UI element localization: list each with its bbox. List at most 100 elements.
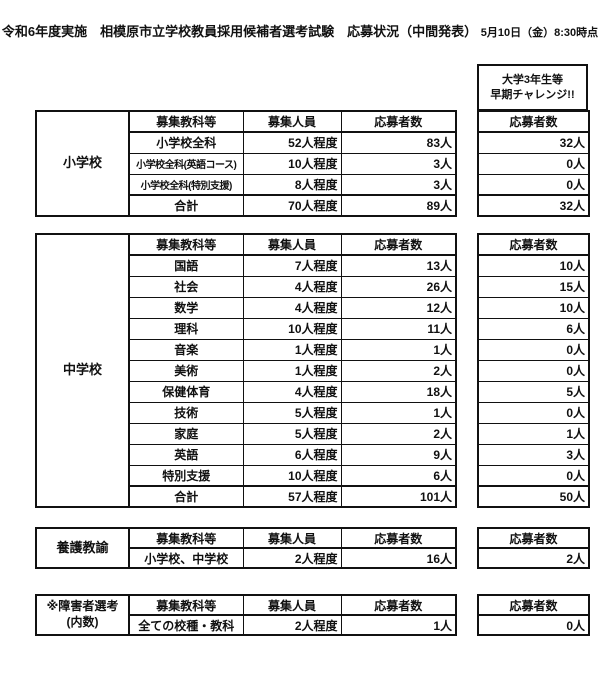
subject-cell: 数学 [128,296,244,319]
applicants-cell: 1人 [340,401,457,424]
applicants-cell: 3人 [340,152,457,175]
applicants-cell: 12人 [340,296,457,319]
applicants-cell: 1人 [340,614,457,636]
capacity-cell: 5人程度 [242,422,342,445]
table-row: 全ての校種・教科 2人程度 1人 [36,614,457,636]
capacity-cell: 10人程度 [242,464,342,487]
table-row: 2人 [477,547,590,569]
table-row: 英語 6人程度 9人 [36,443,457,466]
applicants-cell: 1人 [340,338,457,361]
table-row: 0人 [477,359,590,382]
challenge-count-cell: 10人 [477,254,590,277]
total-row: 50人 [477,485,590,508]
capacity-cell: 10人程度 [242,317,342,340]
challenge-table-school-nurse: 応募者数 2人 [477,527,590,569]
table-row: 0人 [477,173,590,196]
table-row: 5人 [477,380,590,403]
table-row: 15人 [477,275,590,298]
applicants-cell: 6人 [340,464,457,487]
table-row: 特別支援 10人程度 6人 [36,464,457,487]
column-header-applicants: 応募者数 [340,233,457,256]
table-row: 0人 [477,401,590,424]
total-row: 合計 70人程度 89人 [36,194,457,217]
challenge-count-cell: 15人 [477,275,590,298]
capacity-cell: 6人程度 [242,443,342,466]
subject-cell: 家庭 [128,422,244,445]
title-text: 令和6年度実施 相模原市立学校教員採用候補者選考試験 応募状況（中間発表） [1,24,478,39]
subject-cell: 社会 [128,275,244,298]
table-header-row: 小学校 募集教科等 募集人員 応募者数 [35,110,457,217]
column-header-applicants: 応募者数 [477,594,590,616]
applicants-cell: 16人 [340,547,457,569]
column-header-applicants: 応募者数 [340,594,457,616]
capacity-cell: 2人程度 [242,614,342,636]
recruitment-table-school-nurse: 養護教諭 募集教科等 募集人員 応募者数 小学校、中学校 2人程度 16人 [35,527,457,569]
subject-cell: 合計 [128,194,244,217]
capacity-cell: 57人程度 [242,485,342,508]
category-label-junior-high: 中学校 [35,233,130,508]
total-row: 32人 [477,194,590,217]
table-row: 理科 10人程度 11人 [36,317,457,340]
table-row: 小学校全科(英語コース) 10人程度 3人 [36,152,457,175]
applicants-cell: 13人 [340,254,457,277]
table-row: 1人 [477,422,590,445]
capacity-cell: 5人程度 [242,401,342,424]
table-row: 技術 5人程度 1人 [36,401,457,424]
table-row: 小学校全科 52人程度 83人 [36,131,457,154]
applicants-cell: 9人 [340,443,457,466]
capacity-cell: 1人程度 [242,359,342,382]
table-row: 6人 [477,317,590,340]
capacity-cell: 2人程度 [242,547,342,569]
challenge-count-cell: 50人 [477,485,590,508]
challenge-box: 大学3年生等 早期チャレンジ!! [477,64,588,111]
challenge-count-cell: 3人 [477,443,590,466]
applicants-cell: 2人 [340,422,457,445]
challenge-count-cell: 0人 [477,338,590,361]
challenge-count-cell: 10人 [477,296,590,319]
table-header-row: 応募者数 [477,594,590,616]
column-header-subject: 募集教科等 [128,233,244,256]
subject-cell: 理科 [128,317,244,340]
challenge-count-cell: 0人 [477,359,590,382]
applicants-cell: 2人 [340,359,457,382]
subject-cell: 小学校、中学校 [128,547,244,569]
challenge-count-cell: 0人 [477,464,590,487]
table-row: 0人 [477,152,590,175]
subject-cell: 合計 [128,485,244,508]
table-header-row: 応募者数 [477,233,590,256]
category-label-school-nurse: 養護教諭 [35,527,130,569]
table-row: 数学 4人程度 12人 [36,296,457,319]
column-header-capacity: 募集人員 [242,233,342,256]
challenge-count-cell: 0人 [477,401,590,424]
page-title: 令和6年度実施 相模原市立学校教員採用候補者選考試験 応募状況（中間発表） 5月… [0,21,600,40]
column-header-capacity: 募集人員 [242,594,342,616]
subject-cell: 技術 [128,401,244,424]
table-row: 小学校、中学校 2人程度 16人 [36,547,457,569]
challenge-table-disability: 応募者数 0人 [477,594,590,636]
table-header-row: 応募者数 [477,110,590,133]
capacity-cell: 4人程度 [242,275,342,298]
subject-cell: 小学校全科(英語コース) [128,152,244,175]
capacity-cell: 7人程度 [242,254,342,277]
challenge-count-cell: 1人 [477,422,590,445]
challenge-count-cell: 5人 [477,380,590,403]
column-header-applicants: 応募者数 [340,527,457,549]
subject-cell: 小学校全科(特別支援) [128,173,244,196]
table-row: 美術 1人程度 2人 [36,359,457,382]
column-header-applicants: 応募者数 [477,527,590,549]
subject-cell: 保健体育 [128,380,244,403]
title-datetime: 5月10日（金）8:30時点 [480,27,599,39]
category-label-elementary: 小学校 [35,110,130,217]
table-row: 3人 [477,443,590,466]
table-row: 0人 [477,464,590,487]
subject-cell: 小学校全科 [128,131,244,154]
challenge-count-cell: 32人 [477,131,590,154]
capacity-cell: 52人程度 [242,131,342,154]
capacity-cell: 1人程度 [242,338,342,361]
recruitment-table-elementary: 小学校 募集教科等 募集人員 応募者数 小学校全科 52人程度 83人 小学校全… [35,110,457,217]
table-row: 32人 [477,131,590,154]
table-row: 0人 [477,614,590,636]
table-header-row: ※障害者選考 (内数) 募集教科等 募集人員 応募者数 [35,594,457,636]
subject-cell: 音楽 [128,338,244,361]
